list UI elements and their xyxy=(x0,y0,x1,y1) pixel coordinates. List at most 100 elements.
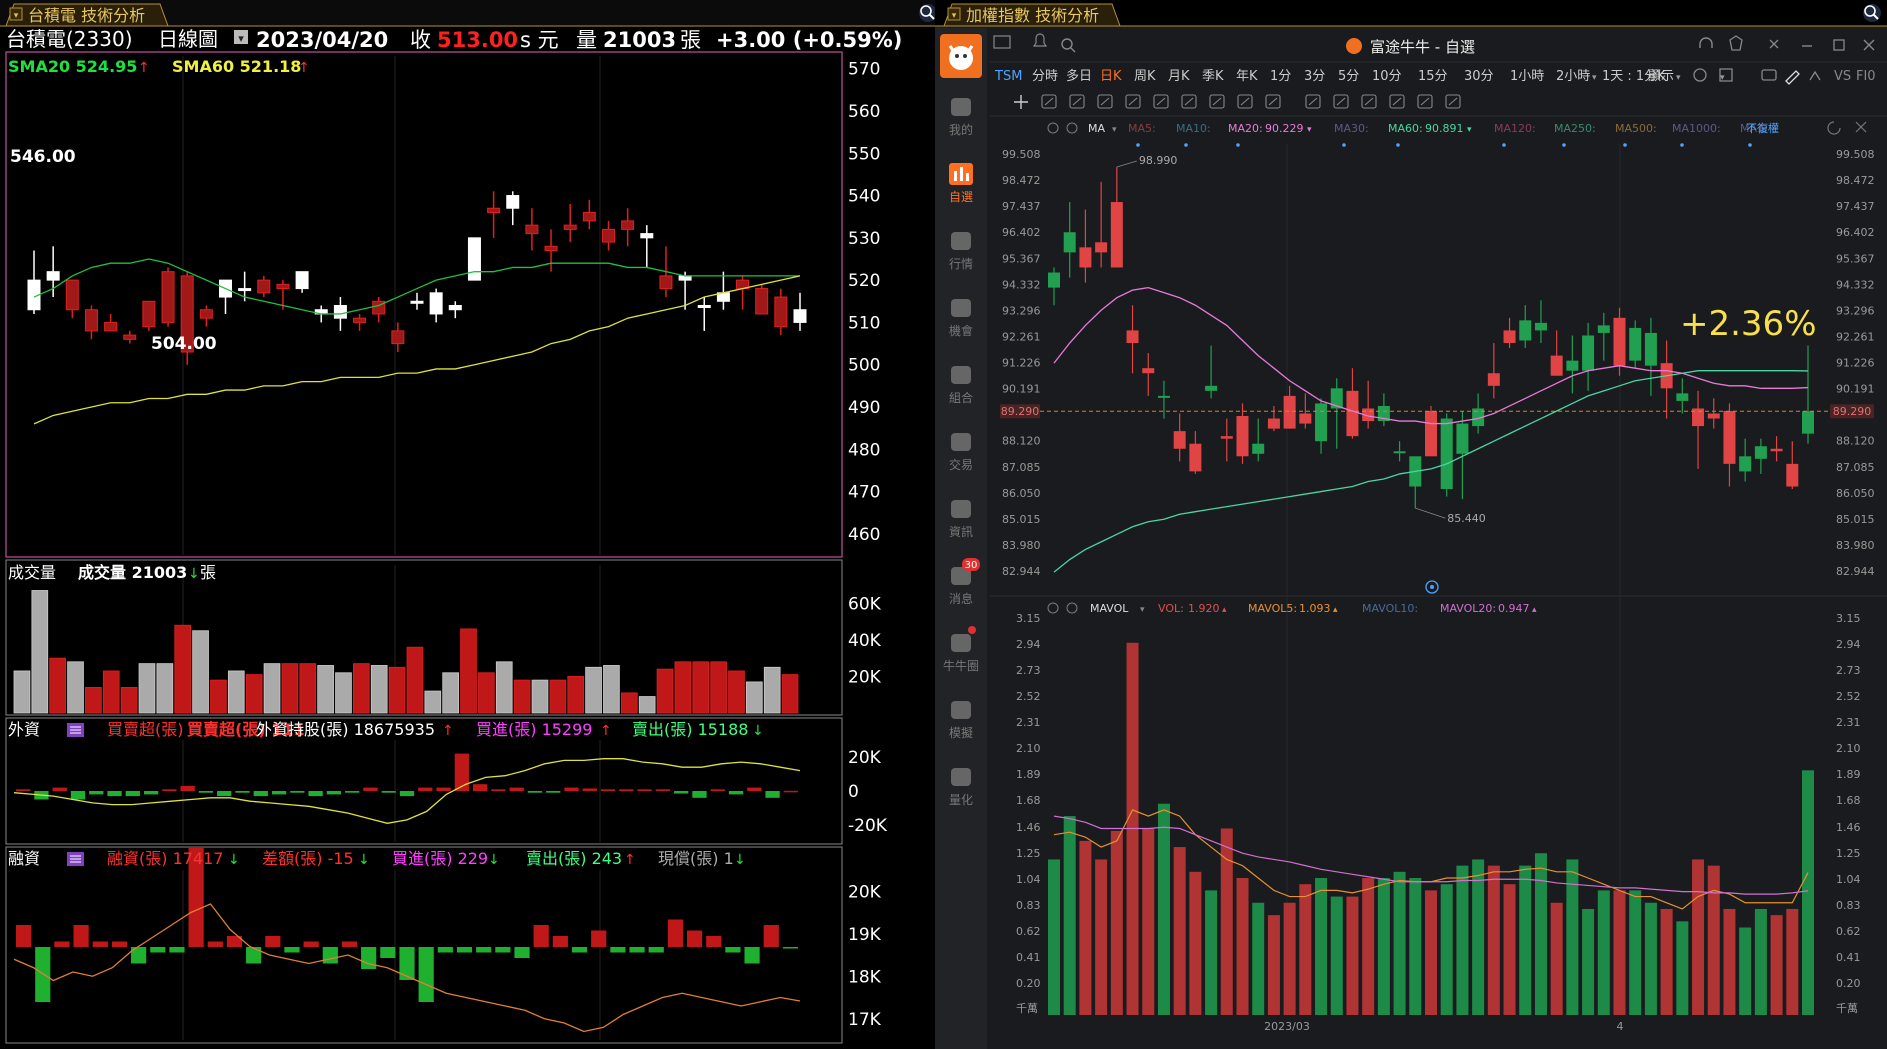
close-icon[interactable] xyxy=(1855,121,1867,133)
period-tab[interactable]: 分時 xyxy=(1032,69,1058,84)
close-icon[interactable] xyxy=(1863,39,1875,51)
period-tab[interactable]: 30分 xyxy=(1464,69,1494,84)
crosshair-icon[interactable] xyxy=(1014,95,1028,109)
period-tab[interactable]: 2小時 xyxy=(1556,69,1590,84)
vol-bar xyxy=(1754,908,1767,1015)
undo-icon[interactable] xyxy=(1827,121,1841,135)
display-menu[interactable]: 顯示 ▾ xyxy=(1648,69,1681,84)
search-icon[interactable] xyxy=(1061,38,1073,50)
ma-legend-item[interactable]: MA30: xyxy=(1334,122,1369,135)
ma-legend-item[interactable]: MA10: xyxy=(1176,122,1211,135)
hide-icon[interactable] xyxy=(1361,94,1377,109)
headset-icon[interactable] xyxy=(1699,37,1713,48)
period-tab[interactable]: 5分 xyxy=(1338,69,1359,84)
chart-target-icon[interactable] xyxy=(1425,580,1439,594)
sidebar-item-watchlist[interactable]: 自選 xyxy=(949,163,973,204)
maximize-icon[interactable] xyxy=(1833,39,1845,51)
up-arrow-icon: ↑ xyxy=(624,852,636,868)
period-tab[interactable]: 季K xyxy=(1202,69,1224,84)
vol-indicator-label[interactable]: MAVOL xyxy=(1090,602,1129,615)
tab-menu-icon[interactable] xyxy=(9,7,23,21)
period-tab[interactable]: 1分 xyxy=(1270,69,1291,84)
ma-legend-item[interactable]: MA250: xyxy=(1554,122,1596,135)
adjust-toggle[interactable]: 不復權 xyxy=(1746,122,1779,135)
layout-icon[interactable] xyxy=(993,35,1011,49)
trendline-icon[interactable] xyxy=(1041,94,1057,109)
gear-icon[interactable] xyxy=(1047,602,1059,614)
vol-tick-left: 1.89 xyxy=(1016,768,1041,781)
ma-legend-item[interactable]: MA20: 90.229 ▾ xyxy=(1228,122,1312,135)
right-search-button[interactable] xyxy=(1863,4,1881,22)
right-tab[interactable]: ▾ 加權指數 技術分析 xyxy=(943,3,1121,27)
eye-icon[interactable] xyxy=(1333,94,1349,109)
foreign-menu-button[interactable] xyxy=(67,723,84,737)
bell-icon[interactable] xyxy=(1032,33,1048,47)
sidebar-item-simulate[interactable]: 模擬 xyxy=(949,701,973,740)
sidebar-item-user[interactable]: 我的 xyxy=(949,98,973,137)
ma-indicator-label[interactable]: MA xyxy=(1088,122,1105,135)
period-tab[interactable]: 日K xyxy=(1100,69,1122,84)
fib-icon[interactable] xyxy=(1097,94,1113,109)
settings-icon[interactable] xyxy=(1445,94,1461,109)
ma-legend-item[interactable]: MA60: 90.891 ▾ xyxy=(1388,122,1472,135)
magnet-icon[interactable] xyxy=(1305,94,1321,109)
gear-icon[interactable] xyxy=(1047,122,1059,134)
period-dropdown[interactable] xyxy=(234,30,248,44)
vol-legend-item[interactable]: VOL: 1.920 ▴ xyxy=(1158,602,1227,615)
foreign-bar xyxy=(582,788,597,791)
vol-bar xyxy=(120,687,138,714)
ray-icon[interactable] xyxy=(1069,94,1085,109)
ma-legend-item[interactable]: MA5: xyxy=(1128,122,1156,135)
ma-legend-item[interactable]: MA1: xyxy=(1740,122,1768,135)
close-icon[interactable] xyxy=(1066,122,1078,134)
collapse-icon[interactable] xyxy=(1769,39,1779,49)
sidebar-item-opportunity[interactable]: 機會 xyxy=(949,299,973,338)
foreign-buy: 買進(張) 15299 xyxy=(476,720,592,739)
period-tab[interactable]: 多日 xyxy=(1066,68,1092,84)
period-tab[interactable]: 周K xyxy=(1134,69,1156,84)
pencil-icon[interactable] xyxy=(1785,70,1800,85)
period-tab[interactable]: 3分 xyxy=(1304,69,1325,84)
sidebar-item-market[interactable]: 行情 xyxy=(949,232,973,271)
pattern-icon[interactable] xyxy=(1125,94,1141,109)
vs-label[interactable]: VS xyxy=(1834,69,1851,84)
sidebar-item-trade[interactable]: 交易 xyxy=(949,433,973,472)
close-icon[interactable] xyxy=(1066,602,1078,614)
camera-icon[interactable] xyxy=(1761,69,1777,81)
ma-legend-item[interactable]: MA500: xyxy=(1615,122,1657,135)
note-icon[interactable] xyxy=(1237,94,1253,109)
period-tab[interactable]: 1天 : 1分K xyxy=(1602,69,1666,84)
shirt-icon[interactable] xyxy=(1729,35,1743,51)
vol-legend-item[interactable]: MAVOL10: xyxy=(1362,602,1418,615)
left-search-button[interactable] xyxy=(919,4,937,22)
vol-legend-item[interactable]: MAVOL20: 0.947 ▴ xyxy=(1440,602,1537,615)
arrow-icon[interactable] xyxy=(1181,94,1197,109)
gear-icon[interactable] xyxy=(1693,68,1707,82)
fio-label[interactable]: FI0 xyxy=(1856,69,1876,84)
sidebar-item-community[interactable]: 牛牛圈 xyxy=(943,634,979,673)
template-icon[interactable] xyxy=(1719,68,1733,82)
text-icon[interactable] xyxy=(1209,94,1225,109)
sidebar-item-quant[interactable]: 量化 xyxy=(949,768,973,807)
lock-icon[interactable] xyxy=(1417,94,1433,109)
ma-legend-item[interactable]: MA120: xyxy=(1494,122,1536,135)
tab-menu-icon[interactable] xyxy=(947,7,961,21)
measure-icon[interactable] xyxy=(1153,94,1169,109)
pencil-icon[interactable] xyxy=(1265,94,1281,109)
margin-menu-button[interactable] xyxy=(67,852,84,866)
sidebar-item-message[interactable]: 消息 xyxy=(949,567,973,606)
sidebar-item-portfolio[interactable]: 組合 xyxy=(949,366,973,405)
period-tab[interactable]: 年K xyxy=(1236,69,1258,84)
ma-legend-item[interactable]: MA1000: xyxy=(1672,122,1721,135)
symbol-label[interactable]: TSM xyxy=(994,69,1022,84)
period-tab[interactable]: 15分 xyxy=(1418,69,1448,84)
period-tab[interactable]: 月K xyxy=(1168,69,1190,84)
sidebar-item-news[interactable]: 資訊 xyxy=(949,500,973,539)
vol-legend-item[interactable]: MAVOL5: 1.093 ▴ xyxy=(1248,602,1338,615)
period-tab[interactable]: 1小時 xyxy=(1510,69,1544,84)
price-tick-left: 91.226 xyxy=(1002,357,1041,370)
period-tab[interactable]: 10分 xyxy=(1372,69,1402,84)
compare-icon[interactable] xyxy=(1809,70,1821,81)
trash-icon[interactable] xyxy=(1389,94,1405,109)
left-tab[interactable]: ▾ 台積電 技術分析 xyxy=(5,3,169,27)
